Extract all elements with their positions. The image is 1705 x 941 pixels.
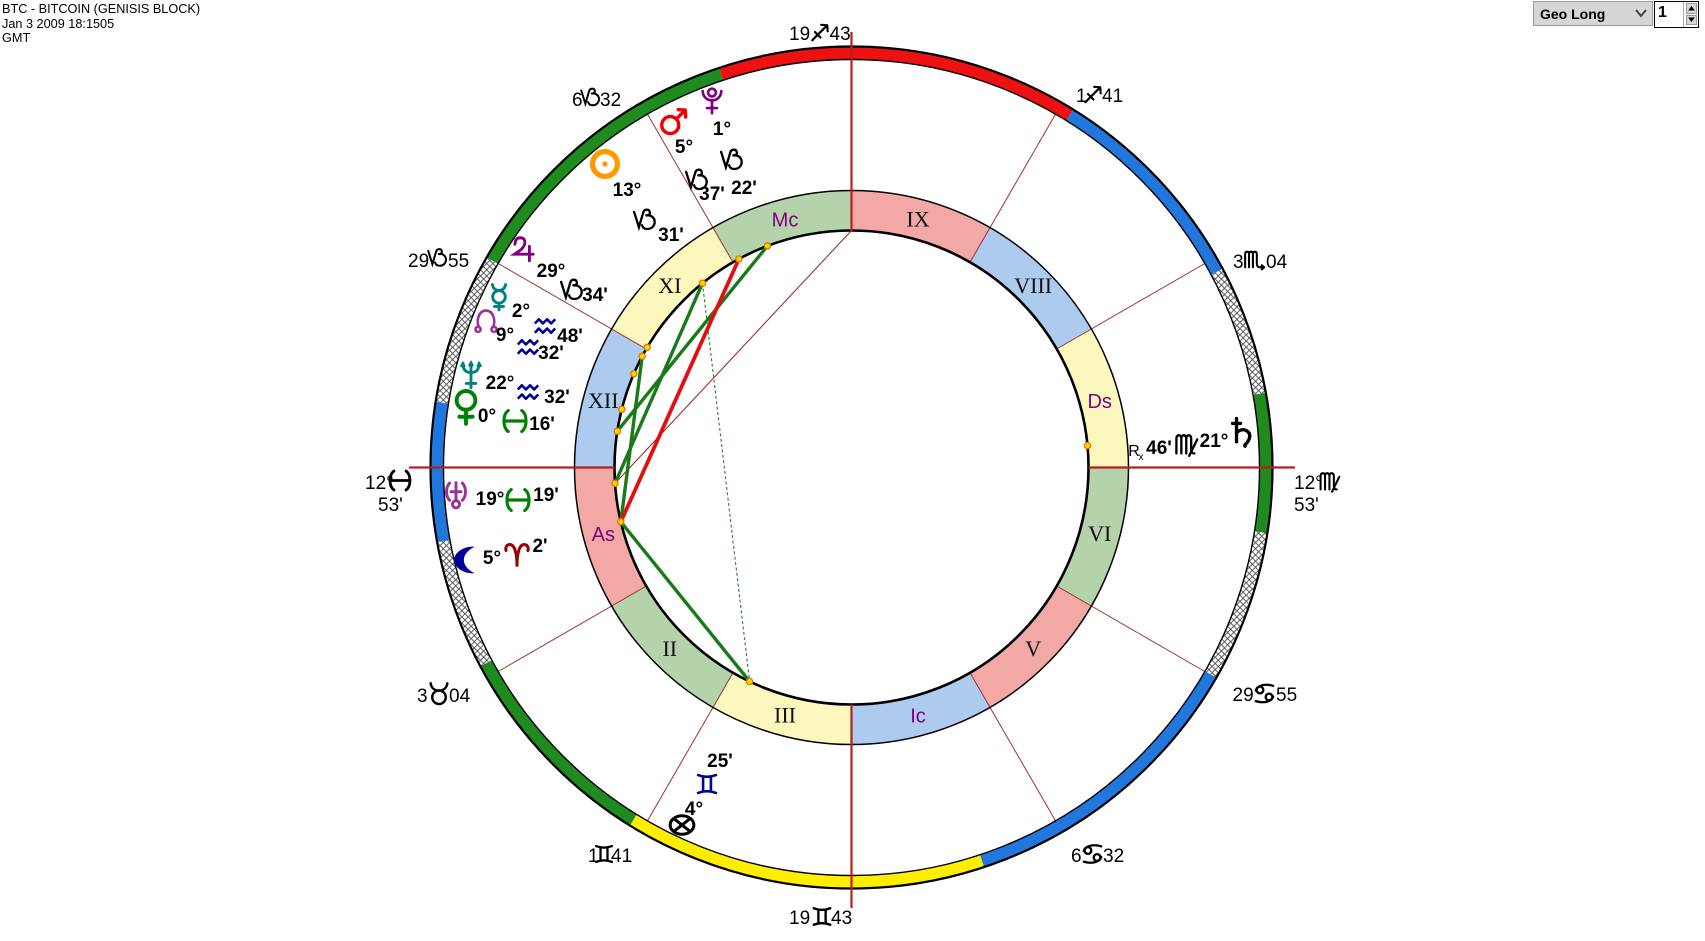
svg-text:04: 04 (449, 686, 471, 707)
svg-text:II: II (662, 636, 677, 661)
svg-text:12°: 12° (365, 473, 394, 494)
svg-text:29: 29 (1233, 685, 1254, 706)
svg-text:0°: 0° (478, 406, 496, 427)
svg-text:5°: 5° (483, 548, 501, 569)
svg-text:As: As (592, 524, 615, 546)
svg-text:43: 43 (830, 24, 851, 45)
svg-text:6: 6 (572, 90, 583, 111)
svg-text:22°: 22° (486, 373, 515, 394)
svg-text:XII: XII (588, 388, 619, 413)
svg-text:32': 32' (544, 387, 570, 408)
svg-text:2°: 2° (512, 301, 530, 322)
svg-text:6: 6 (1071, 846, 1082, 867)
svg-text:32: 32 (1103, 846, 1124, 867)
svg-text:XI: XI (658, 273, 681, 298)
svg-text:2': 2' (532, 536, 547, 557)
svg-text:Ic: Ic (910, 706, 926, 728)
svg-text:41: 41 (611, 846, 632, 867)
svg-text:19': 19' (533, 485, 559, 506)
svg-text:22': 22' (731, 178, 757, 199)
svg-text:19: 19 (789, 24, 810, 45)
svg-text:3: 3 (417, 686, 428, 707)
svg-text:1: 1 (588, 846, 599, 867)
svg-text:46': 46' (1146, 438, 1172, 459)
svg-text:VIII: VIII (1014, 273, 1052, 298)
svg-text:1°: 1° (713, 119, 731, 140)
svg-text:53': 53' (378, 495, 403, 516)
svg-text:32': 32' (538, 343, 564, 364)
svg-text:Ds: Ds (1087, 391, 1111, 413)
svg-text:21°: 21° (1200, 431, 1229, 452)
svg-text:R: R (1128, 443, 1140, 460)
svg-text:13°: 13° (613, 180, 642, 201)
svg-text:16': 16' (529, 414, 555, 435)
svg-text:29°: 29° (537, 261, 566, 282)
svg-text:29: 29 (408, 251, 429, 272)
svg-text:12°: 12° (1294, 473, 1323, 494)
svg-text:25': 25' (707, 751, 733, 772)
svg-text:37': 37' (699, 184, 725, 205)
svg-text:V: V (1025, 636, 1041, 661)
svg-text:4°: 4° (685, 799, 703, 820)
svg-text:3: 3 (1233, 252, 1244, 273)
svg-text:19°: 19° (476, 489, 505, 510)
svg-text:41: 41 (1102, 86, 1123, 107)
svg-text:III: III (774, 703, 796, 728)
svg-text:55: 55 (1276, 685, 1297, 706)
svg-text:x: x (1139, 452, 1144, 463)
svg-text:34': 34' (582, 285, 608, 306)
svg-text:53': 53' (1294, 495, 1319, 516)
svg-text:55: 55 (448, 251, 469, 272)
svg-text:9°: 9° (496, 325, 514, 346)
svg-text:43: 43 (831, 908, 852, 929)
svg-text:5°: 5° (675, 137, 693, 158)
svg-text:Mc: Mc (772, 209, 799, 231)
svg-text:1: 1 (1076, 86, 1087, 107)
svg-text:31': 31' (658, 225, 684, 246)
svg-text:32: 32 (600, 90, 621, 111)
svg-text:04: 04 (1266, 252, 1288, 273)
svg-text:VI: VI (1088, 521, 1111, 546)
svg-text:48': 48' (557, 326, 583, 347)
svg-text:19: 19 (789, 908, 810, 929)
svg-text:IX: IX (906, 206, 929, 231)
